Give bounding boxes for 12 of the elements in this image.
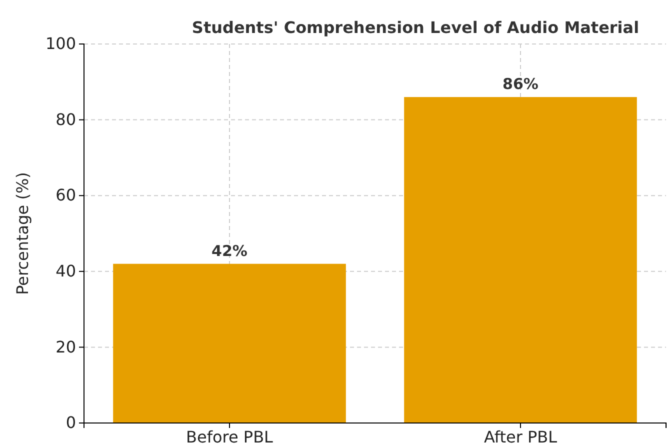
y-tick-label: 40	[56, 262, 76, 281]
y-tick-label: 100	[45, 34, 76, 54]
data-label: 86%	[502, 75, 538, 94]
y-tick-label: 0	[66, 413, 76, 432]
x-tick-label: Before PBL	[186, 427, 274, 446]
data-label: 42%	[212, 242, 248, 260]
y-tick-label: 60	[56, 186, 76, 205]
y-tick-label: 20	[56, 337, 76, 356]
y-tick-label: 80	[56, 110, 76, 129]
y-axis-title: Percentage (%)	[13, 172, 32, 295]
chart-title: Students' Comprehension Level of Audio Material	[192, 18, 640, 37]
x-tick-label: After PBL	[484, 427, 558, 446]
